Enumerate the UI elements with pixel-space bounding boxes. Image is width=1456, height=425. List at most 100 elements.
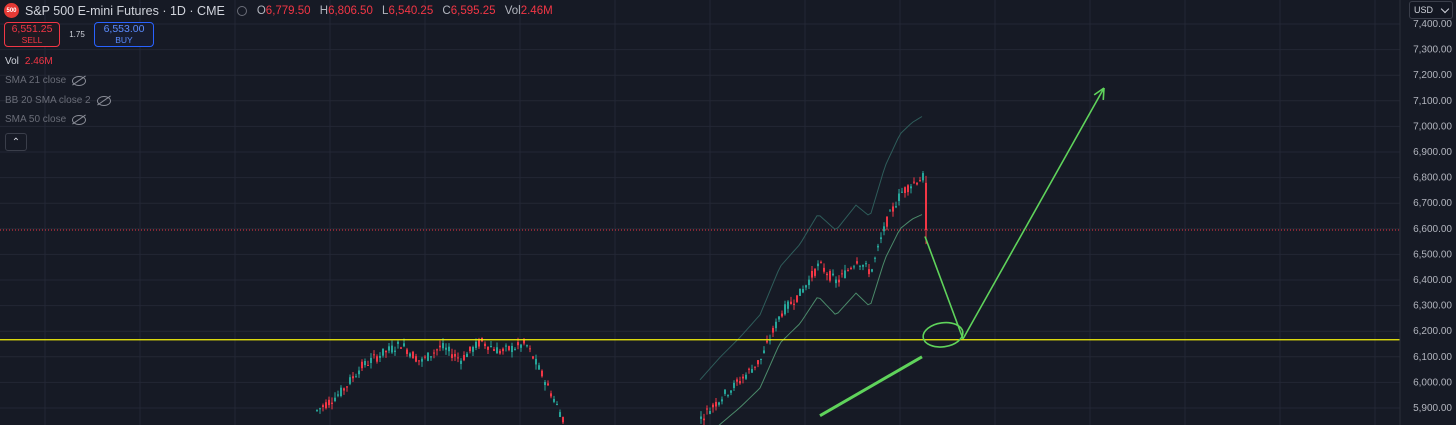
price-tick-label: 7,400.00 xyxy=(1413,19,1452,30)
candle-body xyxy=(808,279,810,286)
sell-label: SELL xyxy=(21,34,43,45)
candle-body xyxy=(421,358,423,362)
hidden-eye-icon[interactable] xyxy=(96,95,111,106)
candle-body xyxy=(547,383,549,386)
candle-body xyxy=(502,348,504,352)
candle-body xyxy=(553,399,555,402)
hidden-eye-icon[interactable] xyxy=(72,75,87,86)
candle-body xyxy=(877,245,879,248)
candle-body xyxy=(535,358,537,365)
candle-body xyxy=(814,268,816,276)
candle-body xyxy=(916,182,918,185)
sell-button[interactable]: 6,551.25 SELL xyxy=(4,22,60,47)
vol-label: Vol xyxy=(504,4,521,17)
candle-body xyxy=(391,345,393,353)
candle-body xyxy=(472,346,474,352)
candle-body xyxy=(424,356,426,358)
candle-body xyxy=(745,374,747,379)
candle-body xyxy=(427,352,429,361)
bollinger-lower-line xyxy=(718,214,923,425)
candle-body xyxy=(382,348,384,356)
candle-body xyxy=(520,344,522,348)
indicator-volume[interactable]: Vol 2.46M xyxy=(5,56,53,67)
candle-body xyxy=(874,257,876,259)
candle-body xyxy=(334,397,336,402)
candle-body xyxy=(376,356,378,362)
vol-value: 2.46M xyxy=(520,4,553,17)
candle-body xyxy=(400,347,402,349)
candle-body xyxy=(388,346,390,351)
indicator-sma50-label: SMA 50 close xyxy=(5,114,67,125)
indicator-bb-label: BB 20 SMA close 2 xyxy=(5,95,91,106)
candle-body xyxy=(898,193,900,201)
indicator-bb[interactable]: BB 20 SMA close 2 xyxy=(5,95,111,106)
candle-body xyxy=(490,346,492,348)
candle-body xyxy=(478,339,480,347)
candle-body xyxy=(703,418,705,421)
candle-body xyxy=(844,270,846,279)
candle-body xyxy=(505,345,507,347)
bollinger-lower-band xyxy=(718,214,923,425)
candle-body xyxy=(370,357,372,363)
buy-button[interactable]: 6,553.00 BUY xyxy=(94,22,154,47)
candle-body xyxy=(871,269,873,272)
price-tick-label: 7,300.00 xyxy=(1413,45,1452,56)
trend-line-drawing xyxy=(819,355,923,417)
candle-body xyxy=(451,354,453,358)
candle-body xyxy=(886,216,888,227)
candle-body xyxy=(448,346,450,352)
price-tick-label: 6,100.00 xyxy=(1413,352,1452,363)
symbol-title[interactable]: S&P 500 E-mini Futures · 1D · CME xyxy=(25,3,225,18)
candle-body xyxy=(556,403,558,405)
candle-body xyxy=(706,408,708,410)
candle-body xyxy=(817,263,819,267)
candle-body xyxy=(415,356,417,362)
price-levels: 6,595.256,166.50 xyxy=(0,223,1454,347)
candle-body xyxy=(463,355,465,361)
candle-body xyxy=(349,377,351,384)
indicator-sma21[interactable]: SMA 21 close xyxy=(5,75,87,86)
candle-body xyxy=(433,352,435,354)
candle-body xyxy=(754,366,756,368)
candle-body xyxy=(316,409,318,411)
candle-body xyxy=(430,356,432,358)
candle-body xyxy=(352,376,354,379)
candle-body xyxy=(859,265,861,267)
candle-body xyxy=(373,354,375,356)
candle-body xyxy=(832,273,834,276)
candle-body xyxy=(412,351,414,359)
high-value: 6,806.50 xyxy=(328,4,373,17)
arrowhead-drawing xyxy=(1093,87,1105,96)
price-tick-label: 6,000.00 xyxy=(1413,377,1452,388)
arrow-drawing xyxy=(924,236,964,340)
collapse-indicators-button[interactable]: ⌃ xyxy=(5,133,27,151)
candle-body xyxy=(550,393,552,397)
price-tick-label: 6,400.00 xyxy=(1413,275,1452,286)
indicator-sma50[interactable]: SMA 50 close xyxy=(5,114,87,125)
candle-body xyxy=(895,206,897,208)
price-axis[interactable]: 7,400.00 7,300.00 7,200.00 7,100.00 7,000.00… xyxy=(1399,0,1456,425)
candle-body xyxy=(841,273,843,275)
candle-body xyxy=(364,361,366,366)
candle-body xyxy=(517,342,519,346)
price-tick-label: 6,500.00 xyxy=(1413,249,1452,260)
candle-body xyxy=(541,370,543,377)
candle-body xyxy=(892,206,894,212)
hidden-eye-icon[interactable] xyxy=(72,114,87,125)
candle-body xyxy=(760,358,762,360)
currency-selector[interactable]: USD xyxy=(1409,1,1453,19)
candle-body xyxy=(856,261,858,264)
candle-body xyxy=(496,347,498,354)
close-value: 6,595.25 xyxy=(450,4,496,17)
candle-body xyxy=(511,346,513,353)
candle-body xyxy=(328,399,330,406)
candle-body xyxy=(715,401,717,407)
candle-body xyxy=(499,350,501,354)
symbol-header: 500 S&P 500 E-mini Futures · 1D · CME O6… xyxy=(4,3,559,18)
sell-price: 6,551.25 xyxy=(11,22,53,35)
candle-body xyxy=(457,357,459,359)
price-tick-label: 6,600.00 xyxy=(1413,224,1452,235)
candle-body xyxy=(751,369,753,373)
candle-body xyxy=(736,379,738,382)
